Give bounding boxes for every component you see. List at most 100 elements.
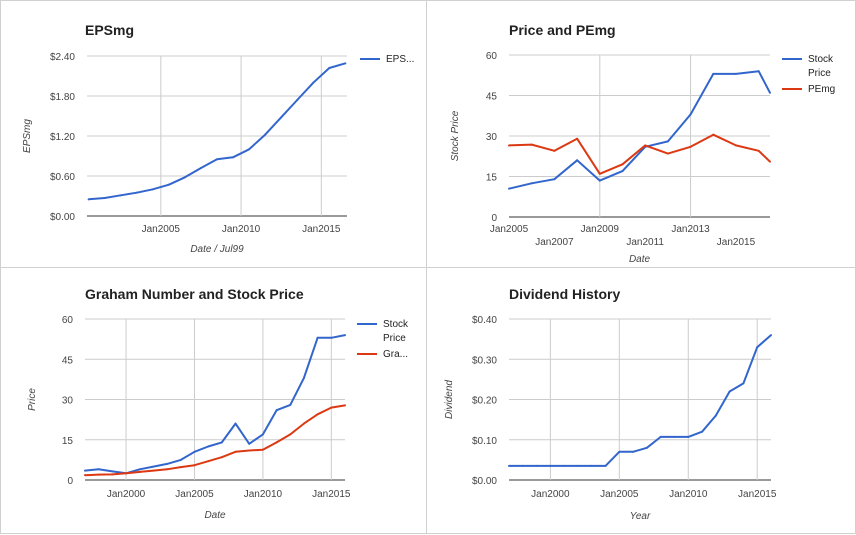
chart-panel-eps: EPSmg $0.00 $0.60 $1.20 $1.80 $2.40 Jan2005 Jan… [0, 0, 427, 268]
chart-title: Graham Number and Stock Price [85, 286, 304, 302]
data-point [621, 170, 624, 173]
data-point [632, 450, 635, 453]
data-point [248, 148, 251, 151]
y-tick-label: 0 [67, 476, 73, 487]
data-point [207, 460, 210, 463]
data-point [563, 464, 566, 467]
data-point [742, 382, 745, 385]
y-tick-label: $0.00 [50, 212, 75, 223]
data-point [199, 167, 202, 169]
data-point [312, 81, 315, 84]
legend-label: Stock Price [808, 54, 834, 79]
x-tick-label: Jan2015 [312, 489, 351, 500]
data-point [193, 464, 196, 467]
data-point [508, 464, 510, 467]
data-point [553, 149, 556, 152]
y-axis-label: Dividend [444, 380, 455, 419]
data-point [125, 472, 128, 475]
legend-label-line: Stock [383, 319, 409, 330]
data-point [535, 464, 538, 467]
data-point [344, 334, 346, 337]
data-point [769, 91, 771, 94]
data-point [296, 99, 299, 101]
data-point [659, 435, 662, 438]
data-point [302, 422, 305, 425]
y-tick-label: $1.80 [50, 92, 75, 103]
y-tick-label: 60 [486, 51, 498, 62]
series-line-1 [84, 404, 346, 477]
data-point [316, 336, 319, 339]
y-tick-label: 45 [62, 355, 74, 366]
legend-label-line: Gra... [383, 349, 408, 360]
y-axis-label: Stock Price [450, 110, 461, 161]
data-point [97, 473, 100, 476]
legend-label-line: Price [383, 333, 406, 344]
data-point [232, 156, 235, 159]
data-point [220, 441, 223, 444]
data-point [111, 473, 114, 476]
y-tick-label: $0.00 [472, 476, 497, 487]
data-point [344, 404, 346, 407]
data-point [302, 377, 305, 380]
data-point [530, 182, 533, 185]
x-axis-label: Date / Jul99 [190, 244, 244, 255]
data-point [183, 176, 186, 179]
x-tick-label: Jan2000 [531, 489, 570, 500]
data-point [590, 464, 593, 467]
data-point [621, 163, 624, 166]
data-point [138, 470, 141, 473]
legend-label: Stock Price [383, 319, 409, 344]
y-tick-label: $1.20 [50, 132, 75, 143]
data-point [179, 458, 182, 461]
x-axis-label: Date [204, 510, 226, 521]
data-point [689, 145, 692, 148]
data-point [111, 470, 114, 473]
series-line-0 [508, 70, 771, 190]
legend-label-line: PEmg [808, 84, 835, 95]
x-tick-label: Jan2010 [244, 489, 283, 500]
data-point [604, 464, 607, 467]
data-point [689, 113, 692, 116]
y-tick-label: $0.40 [472, 315, 497, 326]
data-point [248, 442, 251, 445]
chart-panel-dividend: Dividend History $0.00 $0.10 $0.20 $0.30 $0.4… [426, 267, 856, 534]
data-point [576, 137, 579, 140]
data-point [756, 346, 759, 349]
x-axis-label: Year [630, 511, 651, 522]
x-tick-label: Jan2010 [222, 224, 261, 235]
dividend-chart: Dividend History $0.00 $0.10 $0.20 $0.30 $0.4… [444, 286, 777, 522]
y-tick-label: 15 [486, 173, 498, 184]
data-point [757, 149, 760, 152]
x-tick-label: Jan2010 [669, 489, 708, 500]
data-point [734, 144, 737, 147]
data-point [728, 390, 731, 393]
data-point [234, 450, 237, 453]
y-tick-label: $0.60 [50, 172, 75, 183]
data-point [330, 336, 333, 339]
series-line-0 [84, 334, 346, 475]
y-axis-label: EPSmg [22, 119, 33, 153]
data-point [119, 194, 122, 197]
data-point [179, 466, 182, 469]
x-tick-label: Jan2005 [142, 224, 181, 235]
data-point [328, 67, 331, 69]
graham-chart: Graham Number and Stock Price 0 15 30 45 60 Ja… [27, 286, 409, 521]
chart-panel-graham: Graham Number and Stock Price 0 15 30 45 60 Ja… [0, 267, 427, 534]
data-point [264, 133, 267, 136]
data-point [666, 152, 669, 155]
x-tick-label: Jan2000 [107, 489, 146, 500]
data-point [712, 133, 715, 136]
chart-title: EPSmg [85, 22, 134, 38]
data-point [103, 197, 106, 199]
data-point [207, 445, 210, 448]
data-point [87, 198, 90, 201]
data-point [549, 464, 552, 467]
data-point [220, 456, 223, 459]
data-point [84, 469, 86, 472]
y-axis-label: Price [27, 388, 38, 411]
data-point [508, 144, 510, 147]
series-line-0 [509, 334, 772, 467]
data-point [152, 469, 155, 472]
data-point [530, 143, 533, 146]
